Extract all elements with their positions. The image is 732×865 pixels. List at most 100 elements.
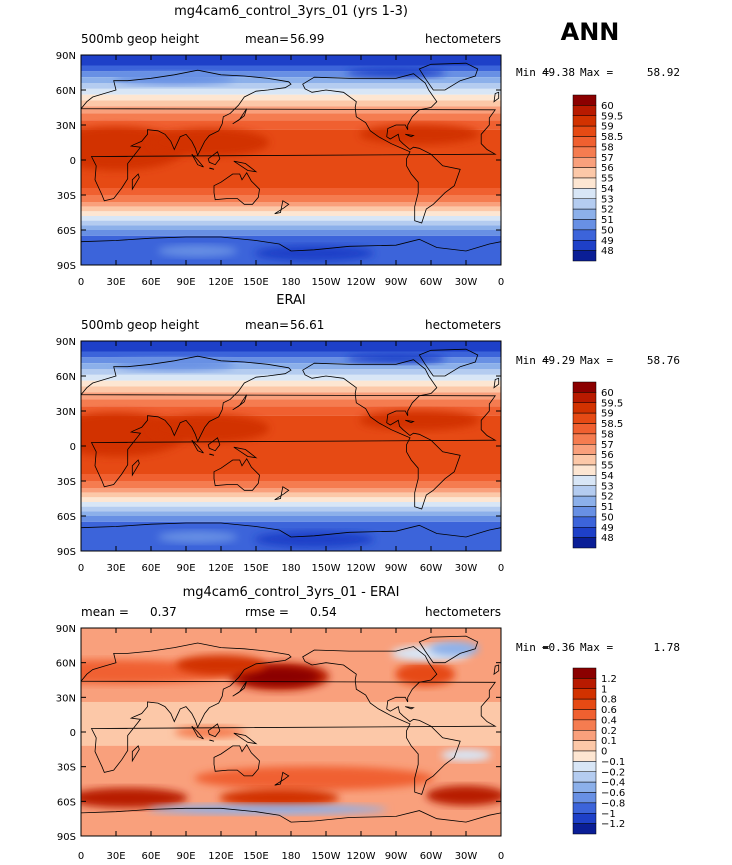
- colorbar-swatch: [572, 125, 597, 137]
- x-tick-label: 30W: [455, 851, 478, 862]
- x-tick-label: 0: [78, 563, 84, 574]
- contour-blob: [254, 245, 375, 262]
- contour-blob: [254, 531, 375, 548]
- coastline: [213, 743, 260, 777]
- coastline: [418, 348, 479, 377]
- coastline: [233, 446, 258, 459]
- coastline: [493, 91, 500, 103]
- contour-blob: [81, 787, 188, 808]
- panel-rmse-label: rmse =: [245, 605, 289, 619]
- coastline: [81, 807, 501, 836]
- y-tick-label: 30N: [56, 121, 76, 132]
- coastline: [191, 439, 204, 454]
- x-tick-label: 150E: [243, 277, 268, 288]
- max-value: 58.76: [647, 354, 680, 367]
- colorbar-swatch: [572, 813, 597, 824]
- panel-left-text: mean =: [81, 605, 129, 619]
- x-tick-label: 0: [498, 563, 504, 574]
- contour-blob: [174, 726, 245, 738]
- max-label: Max =: [580, 354, 613, 367]
- colorbar-swatch: [572, 229, 597, 241]
- x-tick-label: 150E: [243, 851, 268, 862]
- x-tick-label: 120E: [208, 563, 233, 574]
- colorbar-label: −0.6: [601, 788, 625, 799]
- contour-band: [81, 511, 501, 516]
- map-field: [81, 341, 501, 551]
- contour-blob: [426, 785, 501, 806]
- y-tick-label: 60N: [56, 372, 76, 383]
- coastline: [209, 167, 215, 170]
- colorbar-label: 53: [601, 481, 614, 492]
- x-tick-label: 0: [78, 277, 84, 288]
- contour-blob: [157, 531, 238, 543]
- panel-left-text: 500mb geop height: [81, 318, 199, 332]
- x-tick-label: 30W: [455, 563, 478, 574]
- contour-band: [81, 357, 501, 364]
- coastline: [493, 664, 500, 676]
- colorbar-swatch: [572, 105, 597, 116]
- coastline: [274, 486, 290, 501]
- colorbar-swatch: [572, 433, 597, 445]
- y-tick-label: 90S: [57, 832, 76, 843]
- contour-blob: [395, 662, 456, 687]
- x-tick-label: 30W: [455, 277, 478, 288]
- x-tick-label: 180: [281, 563, 300, 574]
- contour-blob: [219, 788, 340, 807]
- coastline: [209, 453, 215, 456]
- contour-band: [81, 502, 501, 507]
- colorbar-swatch: [572, 771, 597, 783]
- contour-band: [81, 202, 501, 207]
- x-tick-label: 90W: [385, 563, 408, 574]
- panel-mean-label: mean=: [245, 32, 289, 46]
- coastline: [274, 771, 290, 786]
- colorbar-label: 0.1: [601, 736, 617, 747]
- colorbar-swatch: [572, 485, 597, 497]
- colorbar-label: −1.2: [601, 819, 625, 830]
- colorbar-label: 51: [601, 502, 614, 513]
- x-tick-label: 120W: [347, 563, 376, 574]
- coastline: [233, 160, 258, 173]
- contour-band: [81, 100, 501, 107]
- coastline: [232, 108, 248, 125]
- contour-band: [81, 77, 501, 83]
- colorbar-label: 0.8: [601, 695, 617, 706]
- contour-blob: [239, 667, 320, 686]
- contour-band: [81, 492, 501, 498]
- contour-blob: [176, 654, 266, 675]
- min-value: −0.36: [542, 641, 575, 654]
- colorbar-swatch: [572, 402, 597, 414]
- colorbar-label: 50: [601, 512, 614, 523]
- colorbar-swatch: [572, 678, 597, 689]
- colorbar-label: 59.5: [601, 398, 623, 409]
- coastline: [81, 522, 501, 551]
- colorbar-label: 58: [601, 142, 614, 153]
- colorbar-swatch: [572, 177, 597, 189]
- contour-blob: [429, 641, 480, 656]
- min-value: 49.38: [542, 66, 575, 79]
- colorbar-label: 0.6: [601, 705, 617, 716]
- y-tick-label: 0: [70, 728, 76, 739]
- y-tick-label: 60N: [56, 659, 76, 670]
- colorbar-label: −1: [601, 809, 616, 820]
- contour-band: [81, 71, 501, 78]
- colorbar-label: 49: [601, 236, 614, 247]
- colorbar-label: 55: [601, 174, 614, 185]
- contour-band: [81, 399, 501, 407]
- colorbar-label: 59: [601, 122, 614, 133]
- coastline: [207, 723, 221, 738]
- colorbar-label: 0.4: [601, 715, 617, 726]
- colorbar-swatch: [572, 250, 597, 262]
- y-tick-label: 0: [70, 156, 76, 167]
- contour-blob: [194, 766, 435, 791]
- contour-band: [81, 506, 501, 512]
- colorbar-label: 53: [601, 194, 614, 205]
- colorbar-label: 1: [601, 684, 607, 695]
- coastline: [418, 635, 479, 664]
- colorbar-label: 48: [601, 533, 614, 544]
- contour-band: [81, 351, 501, 358]
- contour-band: [81, 481, 501, 488]
- coastline: [213, 458, 260, 491]
- colorbar-label: 56: [601, 450, 614, 461]
- panel-mean-value: 0.37: [150, 605, 177, 619]
